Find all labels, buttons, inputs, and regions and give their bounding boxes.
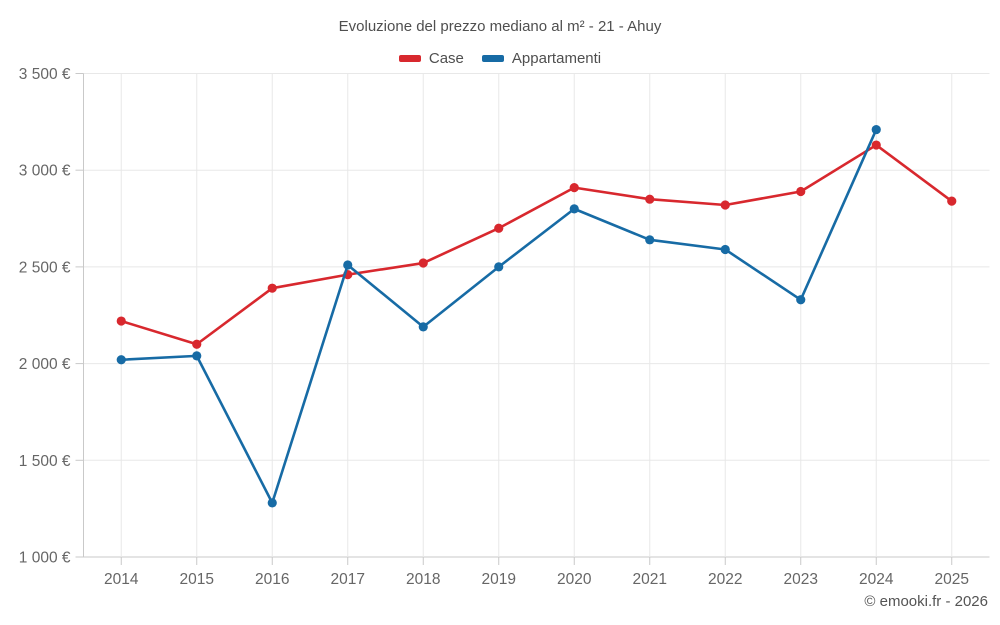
case-line: [119, 143, 954, 346]
case-point-2016: [267, 283, 277, 293]
y-tick-label: 3 000 €: [19, 163, 71, 180]
x-tick-label-2014: 2014: [104, 571, 139, 588]
case-point-2018: [418, 258, 428, 268]
appartamenti-point-2017: [343, 260, 353, 270]
x-tick-label-2022: 2022: [708, 571, 742, 588]
chart-title: Evoluzione del prezzo mediano al m² - 21…: [338, 18, 662, 35]
appartamenti-point-2022: [720, 244, 730, 255]
case-point-2021: [645, 194, 655, 204]
appartamenti-point-2023: [796, 295, 806, 305]
case-point-2023: [796, 186, 806, 197]
legend-item-appartamenti[interactable]: Appartamenti: [481, 49, 602, 67]
x-tick-label-2017: 2017: [331, 571, 365, 588]
case-legend-label: Case: [428, 49, 464, 67]
appartamenti-point-2024: [871, 124, 881, 135]
appartamenti-point-2021: [645, 235, 655, 245]
x-tick-label-2015: 2015: [180, 571, 214, 588]
case-point-2022: [720, 200, 730, 210]
x-tick-label-2019: 2019: [482, 571, 516, 588]
chart-legend: Case Appartamenti: [0, 48, 1000, 68]
appartamenti-point-2018: [418, 322, 428, 332]
x-tick-label-2025: 2025: [935, 571, 969, 588]
case-point-2014: [116, 316, 126, 326]
x-tick-label-2024: 2024: [859, 571, 894, 588]
case-point-2025: [947, 196, 957, 206]
x-tick-label-2020: 2020: [557, 571, 592, 588]
case-point-2015: [192, 339, 202, 349]
x-tick-label-2021: 2021: [633, 571, 667, 588]
appartamenti-point-2019: [494, 262, 504, 272]
appartamenti-legend-label: Appartamenti: [511, 49, 602, 67]
x-tick-label-2018: 2018: [406, 571, 440, 588]
y-tick-label: 1 000 €: [19, 550, 71, 567]
case-legend-swatch: [398, 54, 421, 62]
x-tick-label-2016: 2016: [255, 571, 289, 588]
x-tick-label-2023: 2023: [784, 571, 818, 588]
appartamenti-point-2014: [116, 355, 126, 365]
case-point-2024: [871, 140, 881, 150]
copyright-watermark: © emooki.fr - 2026: [864, 593, 988, 610]
case-point-2019: [494, 223, 504, 233]
legend-item-case[interactable]: Case: [398, 49, 464, 67]
appartamenti-point-2020: [569, 204, 579, 214]
y-tick-label: 2 000 €: [19, 356, 71, 373]
appartamenti-point-2015: [192, 351, 202, 361]
y-tick-label: 1 500 €: [19, 453, 71, 470]
appartamenti-point-2016: [267, 498, 277, 508]
case-point-2020: [569, 183, 579, 193]
appartamenti-legend-swatch: [481, 54, 504, 62]
y-tick-label: 2 500 €: [19, 259, 71, 276]
y-tick-label: 3 500 €: [19, 66, 71, 83]
